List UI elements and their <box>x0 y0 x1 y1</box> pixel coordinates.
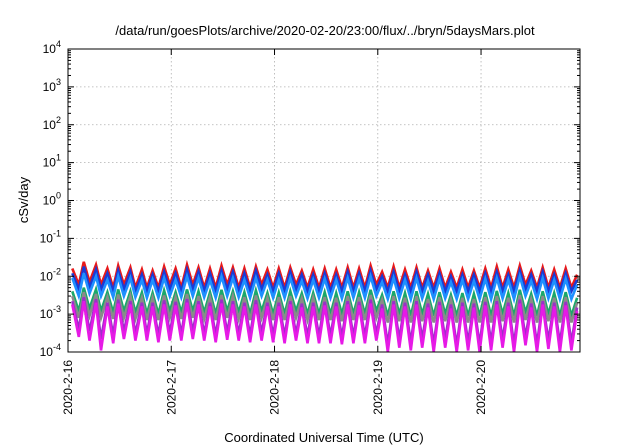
y-tick-label: 102 <box>43 115 61 132</box>
y-tick-label: 100 <box>43 191 61 208</box>
x-tick-label: 2020-2-19 <box>371 360 385 415</box>
y-tick-label: 10-1 <box>40 228 61 245</box>
series-line <box>71 264 579 297</box>
x-tick-label: 2020-2-16 <box>61 360 75 415</box>
y-tick-label: 10-4 <box>40 342 61 359</box>
series-line <box>71 290 579 326</box>
y-tick-label: 10-3 <box>40 304 61 321</box>
y-tick-label: 101 <box>43 153 61 170</box>
series-line <box>71 301 579 353</box>
series-group <box>71 259 579 353</box>
y-axis: 10-4 10-3 10-2 10-1 100 101 102 103 104 <box>40 39 580 359</box>
x-tick-label: 2020-2-18 <box>268 360 282 415</box>
x-tick-label: 2020-2-17 <box>164 360 178 415</box>
y-axis-label: cSv/day <box>16 176 31 223</box>
y-tick-label: 104 <box>43 39 61 56</box>
x-axis-label: Coordinated Universal Time (UTC) <box>224 430 423 445</box>
y-tick-label: 10-2 <box>40 266 61 283</box>
series-line <box>71 271 579 304</box>
x-tick-label: 2020-2-20 <box>474 360 488 415</box>
y-tick-label: 103 <box>43 77 61 94</box>
x-axis: 2020-2-16 2020-2-17 2020-2-18 2020-2-19 2020… <box>61 49 488 415</box>
chart-title: /data/run/goesPlots/archive/2020-02-20/2… <box>115 23 535 38</box>
